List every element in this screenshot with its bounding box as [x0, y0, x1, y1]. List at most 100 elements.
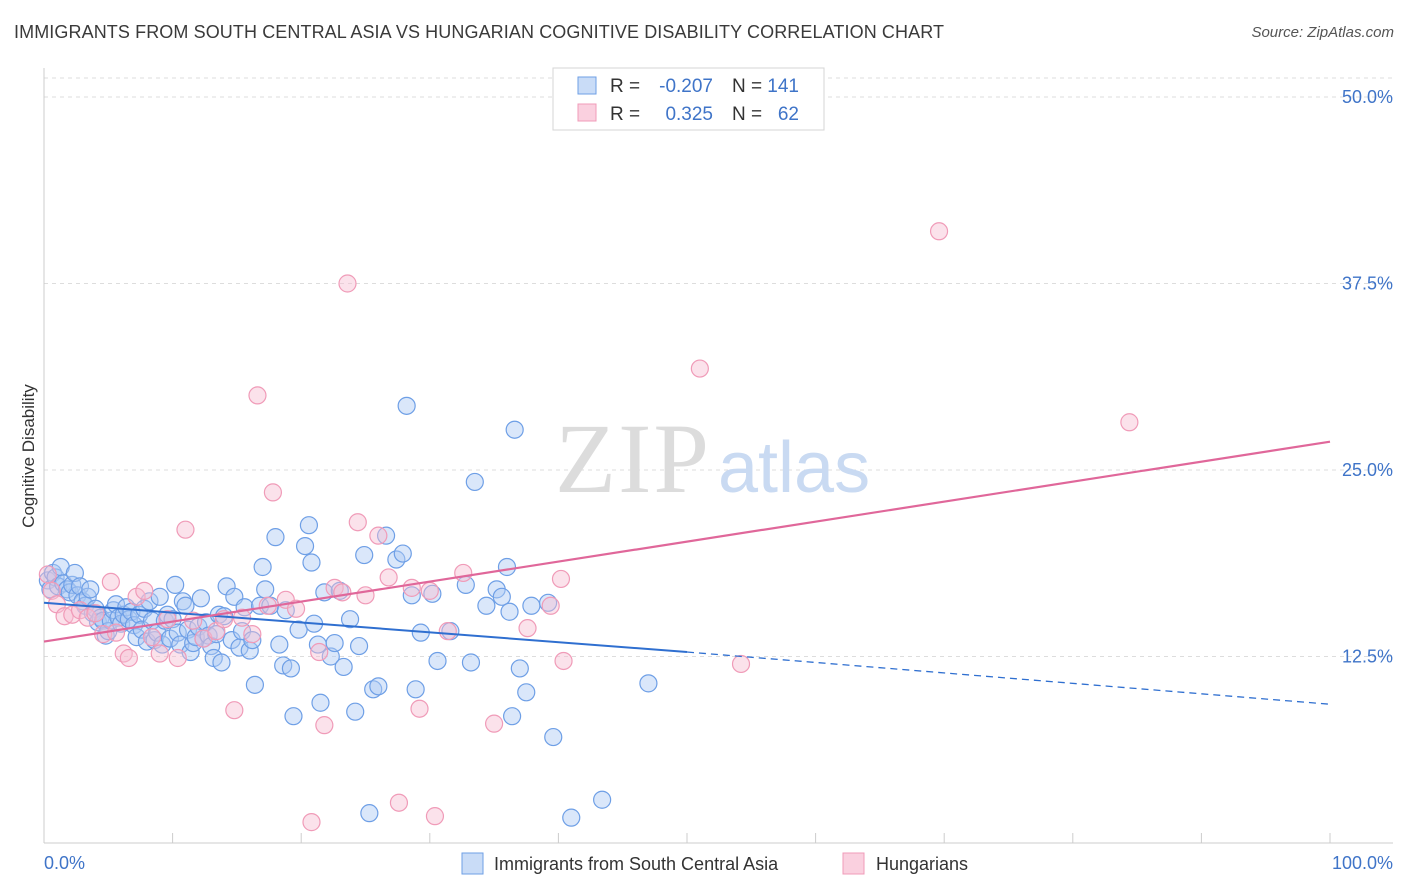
point-hungarian-7 — [86, 604, 105, 623]
point-south-central-asia-129 — [522, 596, 541, 615]
watermark-zip: ZIP — [555, 403, 711, 514]
series-hungarians-points — [38, 222, 1139, 832]
point-south-central-asia-59 — [191, 589, 210, 608]
point-south-central-asia-101 — [346, 702, 365, 721]
point-hungarian-18 — [168, 648, 187, 668]
bottom-legend-swatch-blue — [461, 852, 484, 875]
point-south-central-asia-119 — [465, 472, 484, 492]
point-hungarian-52 — [551, 569, 571, 589]
series-south-central-asia-points — [38, 396, 658, 827]
point-hungarian-15 — [142, 628, 162, 647]
point-south-central-asia-77 — [245, 675, 265, 694]
point-south-central-asia-126 — [505, 420, 524, 439]
point-south-central-asia-97 — [325, 633, 344, 653]
point-hungarian-55 — [731, 654, 751, 674]
point-south-central-asia-127 — [510, 659, 529, 678]
trend-line-hungarians — [43, 440, 1331, 643]
y-tick-label-2: 37.5% — [1342, 274, 1393, 294]
x-tick-max: 100.0% — [1332, 853, 1393, 873]
legend-n-value-1: 141 — [767, 76, 799, 97]
point-south-central-asia-10 — [65, 563, 84, 583]
bottom-legend: Immigrants from South Central Asia Hunga… — [461, 852, 968, 875]
point-south-central-asia-118 — [461, 653, 481, 672]
point-south-central-asia-53 — [176, 596, 195, 615]
trend-line-south-central-asia-extension — [686, 651, 1331, 705]
point-hungarian-47 — [438, 622, 457, 641]
point-south-central-asia-73 — [232, 622, 252, 641]
point-hungarian-50 — [518, 619, 537, 638]
legend-r-label-2: R = — [610, 104, 640, 125]
point-hungarian-33 — [310, 642, 329, 662]
x-tick-min: 0.0% — [44, 853, 85, 873]
point-south-central-asia-124 — [500, 602, 519, 621]
point-south-central-asia-120 — [477, 596, 496, 615]
point-south-central-asia-105 — [364, 680, 383, 699]
point-south-central-asia-91 — [302, 553, 321, 572]
top-legend: R = -0.207 N = 141 R = 0.325 N = 62 — [552, 67, 825, 131]
y-axis-title: Cognitive Disability — [19, 384, 38, 528]
point-hungarian-34 — [315, 716, 334, 735]
point-south-central-asia-111 — [402, 586, 421, 605]
point-hungarian-39 — [356, 586, 375, 605]
axes — [43, 68, 1393, 844]
point-south-central-asia-94 — [311, 693, 330, 712]
point-south-central-asia-80 — [256, 580, 275, 599]
point-hungarian-48 — [454, 563, 473, 583]
point-hungarian-14 — [135, 581, 154, 600]
point-south-central-asia-134 — [639, 674, 658, 693]
point-south-central-asia-100 — [340, 610, 360, 629]
chart-source: Source: ZipAtlas.com — [1251, 24, 1394, 41]
point-south-central-asia-90 — [299, 516, 319, 535]
point-south-central-asia-125 — [503, 707, 522, 726]
point-south-central-asia-16 — [81, 580, 100, 599]
point-hungarian-10 — [106, 623, 126, 642]
point-south-central-asia-86 — [281, 659, 301, 678]
point-hungarian-45 — [420, 581, 439, 600]
point-south-central-asia-103 — [355, 545, 374, 565]
point-south-central-asia-131 — [544, 727, 563, 747]
point-south-central-asia-76 — [243, 630, 262, 650]
point-hungarian-44 — [410, 699, 429, 718]
point-south-central-asia-88 — [289, 620, 308, 639]
legend-r-value-2: 0.325 — [665, 104, 713, 125]
y-tick-label-1: 25.0% — [1342, 460, 1393, 480]
legend-swatch-pink — [577, 103, 597, 122]
point-hungarian-3 — [55, 607, 74, 626]
point-south-central-asia-50 — [168, 623, 187, 642]
point-hungarian-27 — [248, 386, 267, 405]
point-hungarian-51 — [541, 596, 560, 615]
y-tick-label-3: 50.0% — [1342, 87, 1393, 107]
point-south-central-asia-9 — [63, 575, 82, 594]
chart-title: IMMIGRANTS FROM SOUTH CENTRAL ASIA VS HU… — [14, 22, 945, 42]
point-south-central-asia-99 — [334, 657, 353, 677]
point-hungarian-0 — [38, 565, 57, 584]
legend-n-label-1: N = — [732, 76, 762, 97]
point-south-central-asia-114 — [423, 584, 442, 603]
trend-line-south-central-asia — [43, 601, 688, 654]
y-tick-labels: 12.5% 25.0% 37.5% 50.0% — [1342, 87, 1393, 667]
point-south-central-asia-106 — [369, 677, 388, 696]
trend-lines — [43, 440, 1331, 705]
point-hungarian-12 — [119, 648, 138, 668]
point-south-central-asia-115 — [428, 651, 447, 671]
point-south-central-asia-133 — [593, 790, 612, 809]
point-south-central-asia-89 — [295, 536, 315, 556]
point-south-central-asia-130 — [539, 593, 558, 612]
bottom-legend-label-1: Immigrants from South Central Asia — [494, 854, 779, 874]
point-hungarian-37 — [338, 274, 357, 293]
point-hungarian-16 — [150, 644, 169, 663]
point-south-central-asia-104 — [360, 804, 379, 823]
gridlines — [44, 77, 1393, 657]
point-hungarian-41 — [379, 568, 398, 587]
point-hungarian-26 — [243, 625, 262, 644]
point-hungarian-36 — [333, 583, 352, 602]
point-south-central-asia-82 — [266, 528, 285, 547]
point-hungarian-32 — [302, 813, 321, 832]
bottom-legend-label-2: Hungarians — [876, 854, 968, 874]
point-hungarian-24 — [225, 701, 244, 720]
point-south-central-asia-110 — [397, 396, 416, 415]
point-south-central-asia-123 — [497, 557, 517, 577]
point-south-central-asia-109 — [393, 544, 412, 563]
point-hungarian-19 — [176, 520, 195, 539]
